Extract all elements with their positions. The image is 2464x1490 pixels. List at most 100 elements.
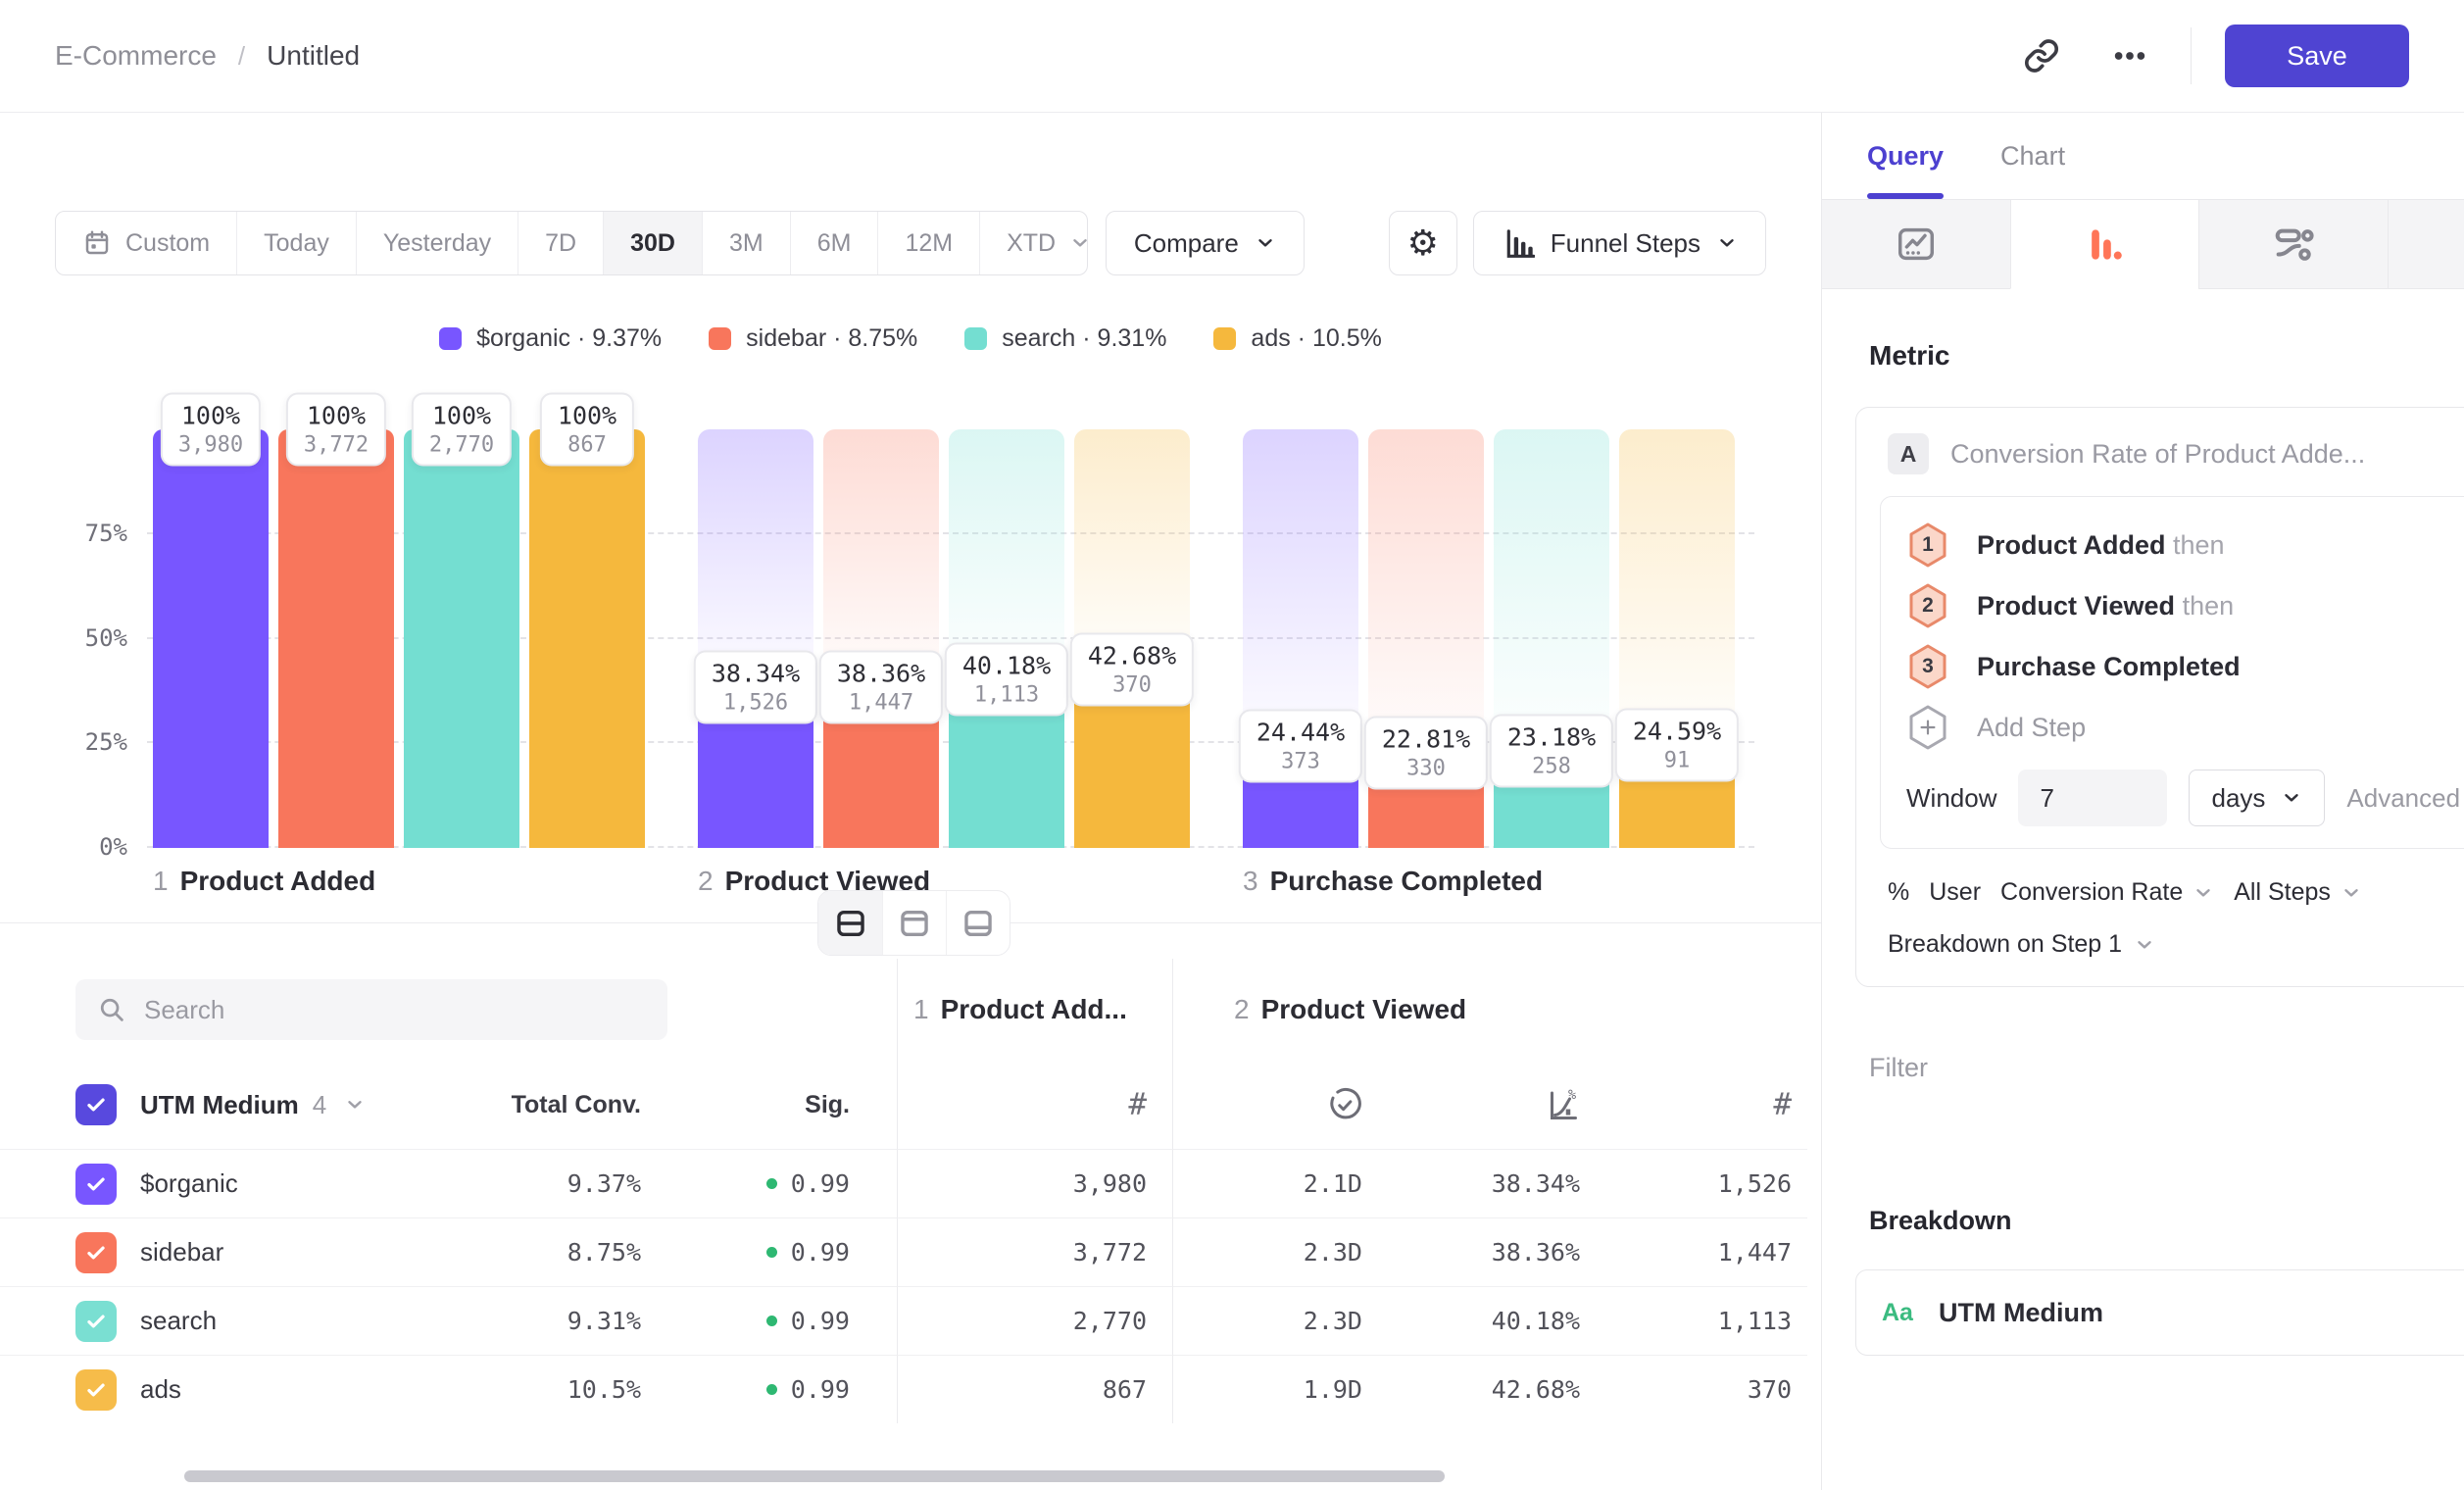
tab-chart[interactable]: Chart [2000,140,2066,171]
metric-summary[interactable]: A Conversion Rate of Product Adde... [1888,433,2464,474]
funnel-bar-ads[interactable]: 42.68% 370 [1069,390,1195,848]
funnel-bar-search[interactable]: 100% 2,770 [404,390,519,848]
query-step-suffix: then [2173,529,2225,560]
date-range-xtd[interactable]: XTD [979,212,1087,274]
date-range-today[interactable]: Today [236,212,356,274]
date-range-30d[interactable]: 30D [603,212,702,274]
measurement-entity[interactable]: User [1929,878,1982,906]
hash-icon: # [1773,1087,1792,1122]
funnel-bar-ads[interactable]: 24.59% 91 [1614,390,1740,848]
funnel-step-group: 100% 3,980 100% 3,772 100% 2,770 100% 867 [153,390,645,848]
funnel-bar-search[interactable]: 23.18% 258 [1489,390,1614,848]
funnel-bar-$organic[interactable]: 24.44% 373 [1238,390,1363,848]
save-button[interactable]: Save [2225,25,2409,87]
funnel-bar-sidebar[interactable]: 100% 3,772 [278,390,394,848]
date-range-7d[interactable]: 7D [517,212,603,274]
row-checkbox[interactable] [75,1300,117,1342]
tab-funnels[interactable] [2009,200,2199,289]
funnel-bar-ads[interactable]: 100% 867 [529,390,645,848]
row-checkbox[interactable] [75,1163,117,1205]
date-range-yesterday[interactable]: Yesterday [355,212,517,274]
table-row-entity-organic[interactable]: $organic [0,1149,470,1217]
query-step-2[interactable]: 2 Product Viewed then [1906,575,2464,636]
date-range-12m[interactable]: 12M [877,212,979,274]
cell-total-conv: 9.31% [470,1286,643,1355]
breadcrumb-project[interactable]: E-Commerce [55,40,217,71]
hexagon-icon [1909,522,1947,568]
chevron-down-icon [2344,888,2358,897]
legend-item[interactable]: search · 9.31% [964,324,1166,353]
table-row-entity-search[interactable]: search [0,1286,470,1355]
step-index: 1 [153,866,169,896]
bar-pct-label: 100% [431,401,492,430]
step-number: 3 [1922,655,1934,677]
select-all-checkbox[interactable] [75,1084,117,1125]
row-checkbox[interactable] [75,1368,117,1411]
funnel-bar-$organic[interactable]: 100% 3,980 [153,390,269,848]
date-range-3m[interactable]: 3M [701,212,790,274]
search-box[interactable] [75,979,667,1040]
window-unit-select[interactable]: days [2189,770,2326,826]
funnel-bar-sidebar[interactable]: 22.81% 330 [1363,390,1489,848]
funnel-bar-search[interactable]: 40.18% 1,113 [944,390,1069,848]
bar-callout: 40.18% 1,113 [944,642,1069,717]
funnel-bar-sidebar[interactable]: 38.36% 1,447 [818,390,944,848]
add-step-button[interactable]: Add Step [1906,697,2464,758]
search-input[interactable] [144,994,646,1025]
metric-badge: A [1888,433,1929,474]
horizontal-scrollbar-thumb[interactable] [184,1470,1445,1482]
tab-flows[interactable] [2198,200,2388,289]
date-range-6m[interactable]: 6M [789,212,878,274]
cell-total-conv: 10.5% [470,1355,643,1423]
tab-insights[interactable] [1822,200,2010,289]
col-conv-rate[interactable]: % [1392,1061,1607,1149]
table-row-entity-ads[interactable]: ads [0,1355,470,1423]
date-range-custom[interactable]: Custom [56,212,236,274]
compare-label: Compare [1133,227,1239,258]
breakdown-item-utm-medium[interactable]: Aa UTM Medium [1855,1269,2464,1356]
col-sig[interactable]: Sig. [805,1090,850,1118]
steps-scope-select[interactable]: All Steps [2234,878,2362,907]
advanced-toggle[interactable]: Advanced [2346,783,2464,814]
bar-count-label: 373 [1281,749,1320,774]
bar-pct-label: 100% [306,401,367,430]
layout-split-button[interactable] [818,891,882,955]
query-step-1[interactable]: 1 Product Added then [1906,515,2464,575]
query-step-name: Product Viewed [1977,590,2176,621]
col-avg-time[interactable] [1172,1061,1392,1149]
breadcrumb-report-title[interactable]: Untitled [267,40,361,71]
col-step2-count[interactable]: # [1607,1061,1807,1149]
bar-count-label: 258 [1532,754,1571,779]
date-range-label: Custom [125,228,211,257]
gridline [147,636,1754,639]
y-axis-tick: 75% [84,519,127,547]
legend-item[interactable]: ads · 10.5% [1213,324,1382,353]
cell-sig: 0.99 [790,1238,850,1266]
breakdown-on-select[interactable]: Breakdown on Step 1 [1888,930,2464,959]
bar-remainder [1494,429,1609,752]
legend-item[interactable]: sidebar · 8.75% [709,324,917,353]
tab-retention[interactable] [2387,200,2464,289]
layout-table-only-button[interactable] [946,891,1010,955]
col-step1-count[interactable]: # [897,1061,1172,1149]
tab-query[interactable]: Query [1867,113,1945,199]
funnel-bar-$organic[interactable]: 38.34% 1,526 [693,390,818,848]
bar-callout: 42.68% 370 [1069,632,1195,707]
table-row-entity-sidebar[interactable]: sidebar [0,1217,470,1286]
row-checkbox[interactable] [75,1231,117,1273]
chart-settings-button[interactable]: ⚙ [1388,211,1457,275]
compare-button[interactable]: Compare [1105,211,1305,275]
bar-pct-label: 24.44% [1256,718,1346,747]
bar-pct-label: 40.18% [961,651,1052,680]
view-type-button[interactable]: Funnel Steps [1472,211,1766,275]
window-value-input[interactable] [2018,770,2168,826]
legend-item[interactable]: $organic · 9.37% [439,324,662,353]
layout-chart-only-button[interactable] [882,891,946,955]
query-step-3[interactable]: 3 Purchase Completed [1906,636,2464,697]
col-total-conv[interactable]: Total Conv. [511,1090,641,1118]
share-link-button[interactable] [2014,28,2069,83]
more-menu-button[interactable] [2102,28,2157,83]
measurement-metric-select[interactable]: Conversion Rate [2000,878,2214,907]
table-group-header[interactable]: UTM Medium 4 [0,1061,470,1149]
chart-toolbar: Custom Today Yesterday 7D 30D 3M 6M 12M XTD Comp… [55,211,1766,275]
